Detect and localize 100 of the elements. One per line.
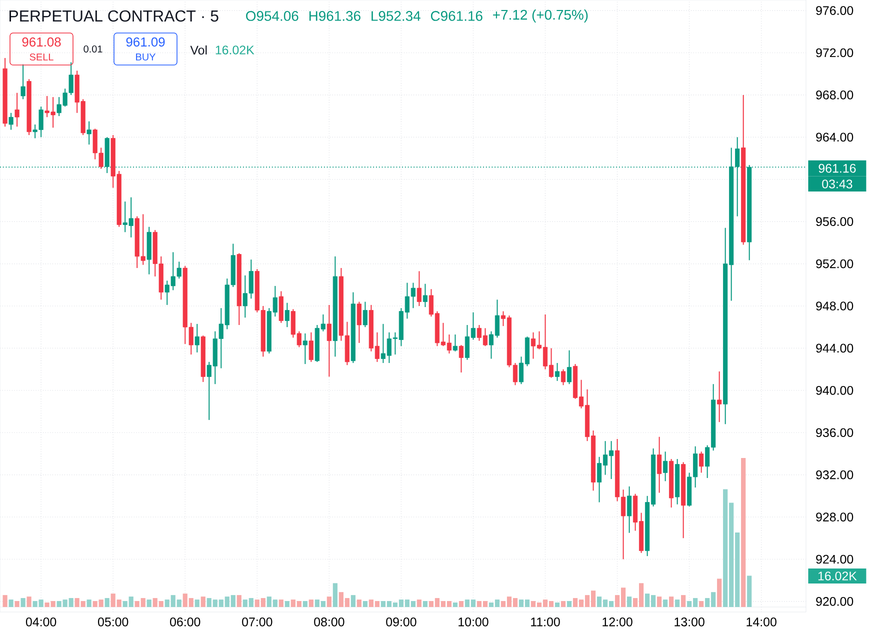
bar [663, 600, 668, 607]
y-tick-label: 940.00 [816, 386, 854, 395]
x-tick-label: 10:00 [458, 618, 488, 626]
x-tick-label: 14:00 [746, 618, 776, 626]
y-tick-label: 928.00 [816, 512, 854, 522]
annotation: 961.09 [126, 37, 165, 47]
bar [326, 596, 332, 607]
text: 16.02K [216, 46, 254, 54]
y-tick-label: 924.00 [816, 554, 854, 564]
candlestick [663, 451, 668, 482]
x-tick-label: 04:00 [26, 618, 56, 626]
bar [741, 458, 746, 607]
y-tick-label: 948.00 [816, 302, 854, 310]
text: PERPETUAL CONTRACT · 5 [10, 10, 218, 22]
bar [362, 601, 368, 607]
candlestick [566, 350, 572, 385]
annotation: L952.34 [372, 11, 420, 21]
x-tick-label: 05:00 [98, 618, 128, 626]
annotation: BUY [136, 54, 156, 60]
annotation: 0.01 [84, 45, 102, 53]
bar [747, 576, 752, 607]
bar [566, 601, 572, 607]
y-tick-label: 968.00 [816, 90, 854, 100]
x-tick-label: 12:00 [602, 618, 632, 626]
bar [2, 595, 8, 607]
text: Vol [190, 45, 207, 55]
bar [350, 595, 356, 607]
candlestick [422, 283, 428, 308]
bar [146, 600, 152, 607]
x-tick-label: 09:00 [386, 618, 416, 626]
candlestick [356, 301, 362, 344]
bar [356, 600, 362, 607]
annotation: C961.16 [430, 11, 482, 21]
annotation: SELL [30, 53, 54, 61]
candlestick [302, 332, 308, 365]
annotation: +7.12 (+0.75%) [493, 9, 588, 22]
bar [452, 602, 458, 607]
bar [681, 595, 686, 607]
bar [14, 601, 20, 607]
bar [657, 596, 662, 607]
x-tick-label: 07:00 [242, 618, 272, 626]
candlestick [8, 112, 14, 130]
candlestick [308, 332, 314, 362]
candlestick [326, 304, 332, 378]
annotation: H961.36 [309, 11, 360, 21]
bar [278, 600, 284, 607]
candlestick [284, 302, 290, 328]
candlestick [458, 344, 464, 373]
bar [675, 600, 680, 607]
bar [332, 583, 338, 607]
annotation: O954.06 [246, 11, 298, 21]
bar [669, 596, 674, 607]
x-tick-label: 08:00 [314, 618, 344, 626]
bar [200, 596, 206, 607]
x-tick-label: 13:00 [674, 618, 704, 626]
bar [554, 602, 560, 607]
bar [308, 600, 314, 607]
y-tick-label: 952.00 [816, 259, 854, 268]
candlestick [14, 92, 20, 128]
bar [560, 601, 566, 607]
candlestick [194, 323, 200, 353]
y-tick-label: 976.00 [816, 6, 854, 15]
annotation: 961.08 [22, 37, 61, 47]
candlestick [554, 362, 560, 382]
bar [284, 601, 290, 607]
bar [26, 596, 32, 607]
bar [20, 598, 26, 607]
candlestick [362, 301, 368, 328]
y-tick-label: 972.00 [816, 48, 854, 58]
candlestick [560, 368, 566, 386]
bar [416, 600, 422, 607]
bar [104, 598, 110, 607]
bar [236, 595, 242, 607]
candlestick [699, 451, 704, 474]
candlestick [627, 486, 632, 534]
bar [699, 601, 704, 607]
y-tick-label: 964.00 [816, 132, 854, 142]
candlestick [657, 436, 662, 494]
y-tick-label: 920.00 [816, 597, 854, 606]
ref-line-label: 961.16 [818, 164, 856, 173]
bar [458, 601, 464, 607]
candlestick [86, 120, 92, 146]
y-tick-label: 932.00 [816, 470, 854, 480]
text: 16.02K [818, 572, 857, 580]
bar [422, 601, 428, 607]
candlestick [20, 64, 26, 100]
candlestick [717, 370, 722, 423]
bar [302, 601, 308, 607]
x-tick-label: 11:00 [531, 618, 560, 626]
text: 03:43 [822, 180, 852, 188]
candlestick [452, 334, 458, 352]
bar [86, 600, 92, 607]
bar [194, 600, 200, 607]
x-tick-label: 06:00 [170, 618, 200, 626]
y-tick-label: 944.00 [816, 344, 854, 353]
bar [8, 600, 14, 607]
y-tick-label: 956.00 [816, 217, 854, 226]
bar [627, 596, 632, 607]
candlestick [416, 270, 422, 306]
y-tick-label: 936.00 [816, 428, 854, 438]
